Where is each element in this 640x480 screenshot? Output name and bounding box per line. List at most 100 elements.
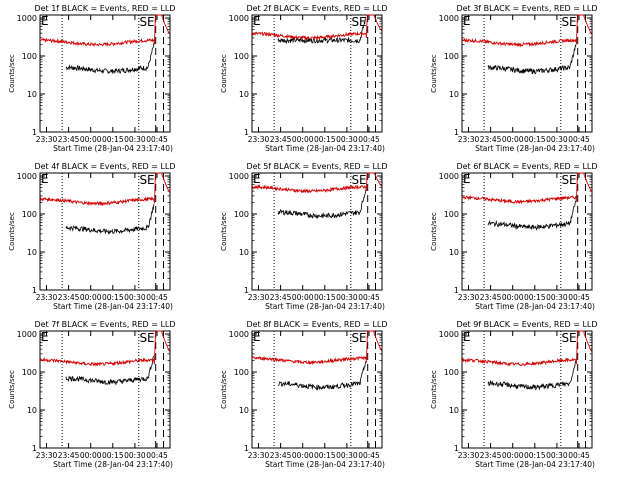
y-tick-label: 10 bbox=[239, 90, 249, 99]
detector-panel: Det 2f BLACK = Events, RED = LLD Counts/s… bbox=[220, 4, 388, 153]
y-axis-label: Counts/sec bbox=[430, 54, 438, 93]
y-tick-label: 100 bbox=[444, 210, 459, 219]
x-tick-label: 23:45 bbox=[480, 293, 502, 302]
y-tick-label: 1000 bbox=[17, 14, 37, 23]
x-tick-label: 00:30 bbox=[546, 293, 568, 302]
x-tick-label: 00:15 bbox=[102, 293, 124, 302]
y-axis-label: Counts/sec bbox=[220, 212, 228, 251]
events-series-line bbox=[277, 361, 367, 391]
x-tick-label: 00:45 bbox=[358, 293, 380, 302]
x-tick-label: 00:00 bbox=[80, 293, 102, 302]
x-tick-label: 00:15 bbox=[524, 135, 546, 144]
lld-series-line bbox=[39, 172, 170, 207]
events-series-line bbox=[65, 204, 155, 235]
annotation-label: E bbox=[463, 14, 471, 28]
x-tick-label: 00:00 bbox=[80, 451, 102, 460]
annotation-label: E bbox=[41, 330, 49, 344]
y-axis-label: Counts/sec bbox=[8, 54, 16, 93]
y-tick-label: 100 bbox=[234, 210, 249, 219]
x-tick-label: 23:45 bbox=[270, 135, 292, 144]
x-tick-label: 23:45 bbox=[58, 451, 80, 460]
y-axis-label: Counts/sec bbox=[8, 212, 16, 251]
annotation-label: SE bbox=[139, 15, 154, 29]
x-tick-label: 00:45 bbox=[568, 293, 590, 302]
x-tick-label: 00:00 bbox=[292, 135, 314, 144]
y-tick-label: 1 bbox=[244, 286, 249, 295]
lld-series-line bbox=[251, 14, 382, 41]
y-tick-label: 1000 bbox=[439, 330, 459, 339]
lld-series-line bbox=[461, 172, 592, 205]
x-tick-label: 23:30 bbox=[36, 451, 58, 460]
x-tick-label: 00:45 bbox=[568, 135, 590, 144]
y-tick-label: 10 bbox=[27, 406, 37, 415]
y-tick-label: 100 bbox=[234, 52, 249, 61]
lld-series-line bbox=[251, 330, 382, 366]
annotation-label: E bbox=[253, 172, 261, 186]
plot-frame bbox=[251, 330, 383, 449]
x-tick-label: 23:45 bbox=[270, 293, 292, 302]
x-tick-label: 23:45 bbox=[480, 135, 502, 144]
panel-title: Det 6f BLACK = Events, RED = LLD bbox=[456, 162, 597, 171]
x-tick-label: 23:45 bbox=[58, 135, 80, 144]
x-tick-label: 00:30 bbox=[124, 135, 146, 144]
x-tick-label: 00:00 bbox=[80, 135, 102, 144]
x-tick-label: 23:45 bbox=[270, 451, 292, 460]
annotation-label: SE bbox=[351, 331, 366, 345]
y-tick-label: 10 bbox=[239, 406, 249, 415]
y-axis-label: Counts/sec bbox=[430, 212, 438, 251]
x-axis-label: Start Time (28-Jan-04 23:17:40) bbox=[475, 302, 595, 311]
annotation-label: SE bbox=[139, 331, 154, 345]
detector-panel: Det 1f BLACK = Events, RED = LLD Counts/s… bbox=[8, 4, 176, 153]
plot-frame bbox=[461, 172, 593, 291]
y-tick-label: 10 bbox=[449, 248, 459, 257]
x-tick-label: 00:45 bbox=[146, 451, 168, 460]
panel-title: Det 4f BLACK = Events, RED = LLD bbox=[34, 162, 175, 171]
detector-panel: Det 9f BLACK = Events, RED = LLD Counts/s… bbox=[430, 320, 598, 469]
lld-series-line bbox=[251, 172, 382, 194]
y-tick-label: 10 bbox=[449, 90, 459, 99]
plot-frame bbox=[461, 330, 593, 449]
y-tick-label: 1000 bbox=[17, 330, 37, 339]
y-axis-label: Counts/sec bbox=[220, 54, 228, 93]
x-axis-label: Start Time (28-Jan-04 23:17:40) bbox=[53, 460, 173, 469]
y-tick-label: 100 bbox=[444, 52, 459, 61]
x-tick-label: 00:00 bbox=[292, 451, 314, 460]
detector-panel: Det 3f BLACK = Events, RED = LLD Counts/s… bbox=[430, 4, 598, 153]
y-tick-label: 1 bbox=[32, 128, 37, 137]
x-tick-label: 00:30 bbox=[124, 451, 146, 460]
events-series-line bbox=[487, 200, 577, 231]
y-tick-label: 1000 bbox=[439, 172, 459, 181]
x-tick-label: 23:45 bbox=[480, 451, 502, 460]
events-series-line bbox=[487, 44, 577, 75]
annotation-label: E bbox=[463, 172, 471, 186]
x-tick-label: 00:30 bbox=[546, 451, 568, 460]
x-tick-label: 23:45 bbox=[58, 293, 80, 302]
y-tick-label: 1000 bbox=[17, 172, 37, 181]
x-axis-label: Start Time (28-Jan-04 23:17:40) bbox=[475, 144, 595, 153]
x-tick-label: 00:45 bbox=[358, 451, 380, 460]
y-axis-label: Counts/sec bbox=[220, 370, 228, 409]
annotation-label: SE bbox=[561, 173, 576, 187]
x-tick-label: 00:30 bbox=[336, 135, 358, 144]
x-tick-label: 00:15 bbox=[524, 293, 546, 302]
y-tick-label: 1 bbox=[244, 444, 249, 453]
y-tick-label: 100 bbox=[22, 368, 37, 377]
plot-frame bbox=[251, 172, 383, 291]
lld-series-line bbox=[39, 14, 170, 48]
events-series-line bbox=[277, 189, 367, 220]
detector-panel: Det 4f BLACK = Events, RED = LLD Counts/s… bbox=[8, 162, 176, 311]
x-axis-label: Start Time (28-Jan-04 23:17:40) bbox=[53, 302, 173, 311]
plot-frame bbox=[251, 14, 383, 133]
annotation-label: E bbox=[41, 172, 49, 186]
annotation-label: E bbox=[253, 330, 261, 344]
x-tick-label: 23:30 bbox=[36, 135, 58, 144]
y-tick-label: 10 bbox=[27, 90, 37, 99]
y-tick-label: 10 bbox=[27, 248, 37, 257]
y-tick-label: 1 bbox=[454, 444, 459, 453]
x-tick-label: 23:30 bbox=[248, 135, 270, 144]
annotation-label: SE bbox=[561, 331, 576, 345]
lld-series-line bbox=[461, 330, 592, 367]
y-tick-label: 1 bbox=[32, 444, 37, 453]
y-tick-label: 10 bbox=[239, 248, 249, 257]
